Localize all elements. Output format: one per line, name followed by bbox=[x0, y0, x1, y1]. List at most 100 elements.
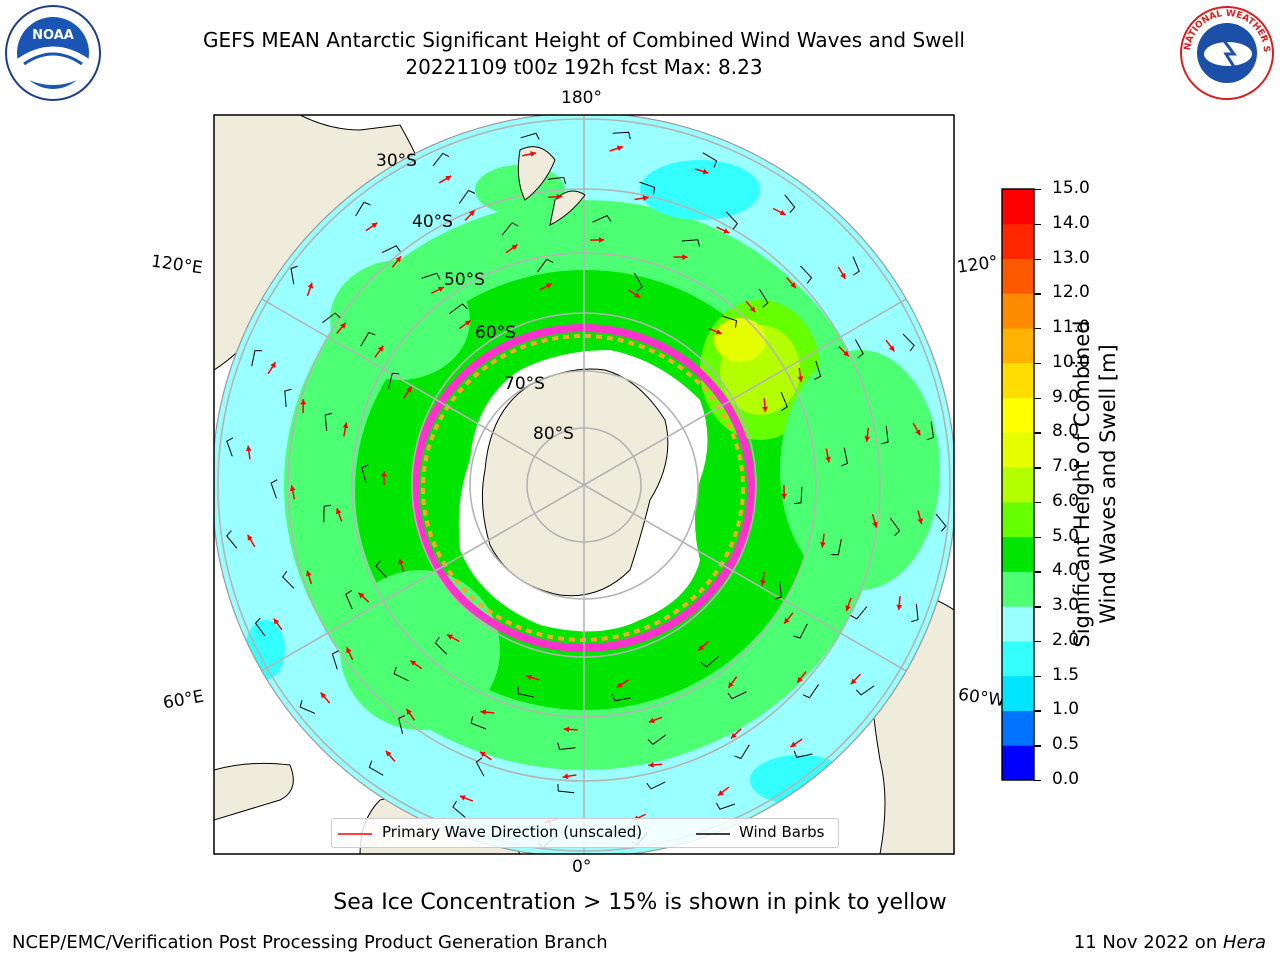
colorbar-tick-mark bbox=[1034, 293, 1041, 295]
wave-arrow-head bbox=[300, 399, 307, 405]
wave-arrow-head bbox=[381, 471, 387, 477]
wave-arrow-head bbox=[406, 386, 412, 393]
wind-barb bbox=[926, 421, 935, 441]
wind-barb bbox=[536, 258, 554, 273]
wind-barb bbox=[368, 760, 384, 776]
wave-arrow-head bbox=[563, 726, 570, 733]
wind-barb bbox=[612, 131, 631, 140]
wind-barb bbox=[375, 560, 388, 579]
lat-label-60s: 60°S bbox=[475, 323, 516, 343]
colorbar-segment bbox=[1002, 571, 1034, 607]
lat-label-30s: 30°S bbox=[376, 151, 417, 171]
colorbar-segment bbox=[1002, 189, 1034, 225]
wind-barb bbox=[852, 256, 860, 276]
wave-arrow-head bbox=[728, 681, 734, 688]
lat-label-70s: 70°S bbox=[504, 374, 545, 394]
footer-left: NCEP/EMC/Verification Post Processing Pr… bbox=[12, 932, 608, 953]
wind-barb bbox=[727, 691, 747, 700]
wave-arrow-head bbox=[843, 350, 849, 357]
colorbar-tick-label: 14.0 bbox=[1052, 212, 1090, 233]
lat-label-80s: 80°S bbox=[533, 424, 574, 444]
wind-barb bbox=[646, 781, 666, 790]
wave-arrow-head bbox=[864, 436, 871, 442]
wind-barb bbox=[784, 194, 796, 213]
wind-barb bbox=[734, 744, 750, 760]
wave-arrow-head bbox=[346, 647, 352, 654]
wind-barb bbox=[331, 650, 339, 670]
wind-barb bbox=[475, 757, 485, 777]
wind-barb bbox=[840, 447, 849, 467]
colorbar-segment bbox=[1002, 293, 1034, 329]
wave-arrow-head bbox=[616, 145, 623, 151]
wave-arrow-head bbox=[273, 618, 280, 625]
wind-barb bbox=[387, 372, 400, 389]
colorbar-tick-label: 13.0 bbox=[1052, 247, 1090, 268]
colorbar-tick-label: 6.0 bbox=[1052, 490, 1080, 511]
primary-wave-arrows bbox=[245, 145, 924, 825]
wave-arrow-head bbox=[888, 345, 895, 352]
wind-barb bbox=[935, 513, 947, 532]
wave-arrow-head bbox=[702, 168, 709, 175]
colorbar-segment bbox=[1002, 536, 1034, 572]
colorbar-tick-mark bbox=[1034, 780, 1041, 782]
wave-arrow-head bbox=[556, 193, 563, 200]
wind-barb bbox=[299, 700, 316, 714]
map-frame bbox=[213, 114, 955, 855]
colorbar-tick-label: 2.0 bbox=[1052, 629, 1080, 650]
wind-barb bbox=[324, 412, 333, 432]
colorbar-segment bbox=[1002, 328, 1034, 364]
wave-arrow-head bbox=[790, 741, 797, 747]
wave-arrow-head bbox=[790, 282, 797, 289]
wind-barb bbox=[774, 581, 782, 600]
wave-arrow-head bbox=[398, 558, 404, 565]
colorbar-segment bbox=[1002, 467, 1034, 503]
wind-barb bbox=[323, 504, 332, 523]
wind-barb bbox=[681, 239, 700, 247]
wave-arrow-head bbox=[850, 678, 857, 685]
colorbar-tick-mark bbox=[1034, 362, 1041, 365]
wave-arrow-head bbox=[715, 329, 722, 335]
wind-barb bbox=[547, 176, 567, 185]
wind-barb bbox=[814, 360, 822, 380]
svg-text:NOAA: NOAA bbox=[32, 28, 74, 43]
wind-barb bbox=[226, 437, 234, 457]
wave-arrow-head bbox=[245, 445, 252, 452]
wind-barbs bbox=[226, 131, 947, 849]
wind-barb bbox=[592, 215, 612, 223]
wind-barb bbox=[458, 189, 476, 204]
wave-arrow-head bbox=[648, 717, 655, 724]
colorbar-tick-label: 3.0 bbox=[1052, 595, 1080, 616]
wind-barb bbox=[881, 426, 889, 445]
colorbar-tick-label: 0.5 bbox=[1052, 734, 1080, 755]
wave-arrow-head bbox=[896, 604, 903, 611]
wind-barb bbox=[725, 211, 739, 230]
wind-barb bbox=[800, 265, 813, 284]
wave-arrow-head bbox=[464, 320, 471, 326]
wave-arrow-head bbox=[459, 795, 466, 801]
wind-barb bbox=[700, 656, 719, 668]
chart-title: GEFS MEAN Antarctic Significant Height o… bbox=[203, 28, 965, 52]
wave-arrow-head bbox=[723, 228, 730, 234]
wave-arrow-head bbox=[526, 674, 532, 681]
wind-barb bbox=[270, 479, 278, 499]
lon-label-180: 180° bbox=[561, 88, 602, 108]
wave-arrow-head bbox=[437, 286, 444, 293]
wind-barb bbox=[517, 686, 534, 698]
wave-arrow-head bbox=[289, 485, 296, 492]
wave-arrow-head bbox=[340, 322, 346, 329]
colorbar-tick-mark bbox=[1034, 397, 1041, 399]
wave-arrow-head bbox=[762, 406, 768, 413]
wind-barb bbox=[254, 617, 266, 637]
colorbar-tick-mark bbox=[1034, 606, 1041, 608]
wind-barb bbox=[854, 339, 864, 359]
wind-barb bbox=[452, 800, 466, 818]
colorbar-tick-mark bbox=[1034, 432, 1041, 434]
wind-barb bbox=[889, 517, 901, 537]
wave-arrow-head bbox=[616, 682, 623, 688]
wave-arrow-head bbox=[917, 518, 924, 525]
wind-barb bbox=[557, 742, 576, 751]
wave-arrow-head bbox=[779, 209, 786, 216]
wave-arrow-head bbox=[385, 750, 392, 757]
wind-barb bbox=[855, 685, 875, 696]
